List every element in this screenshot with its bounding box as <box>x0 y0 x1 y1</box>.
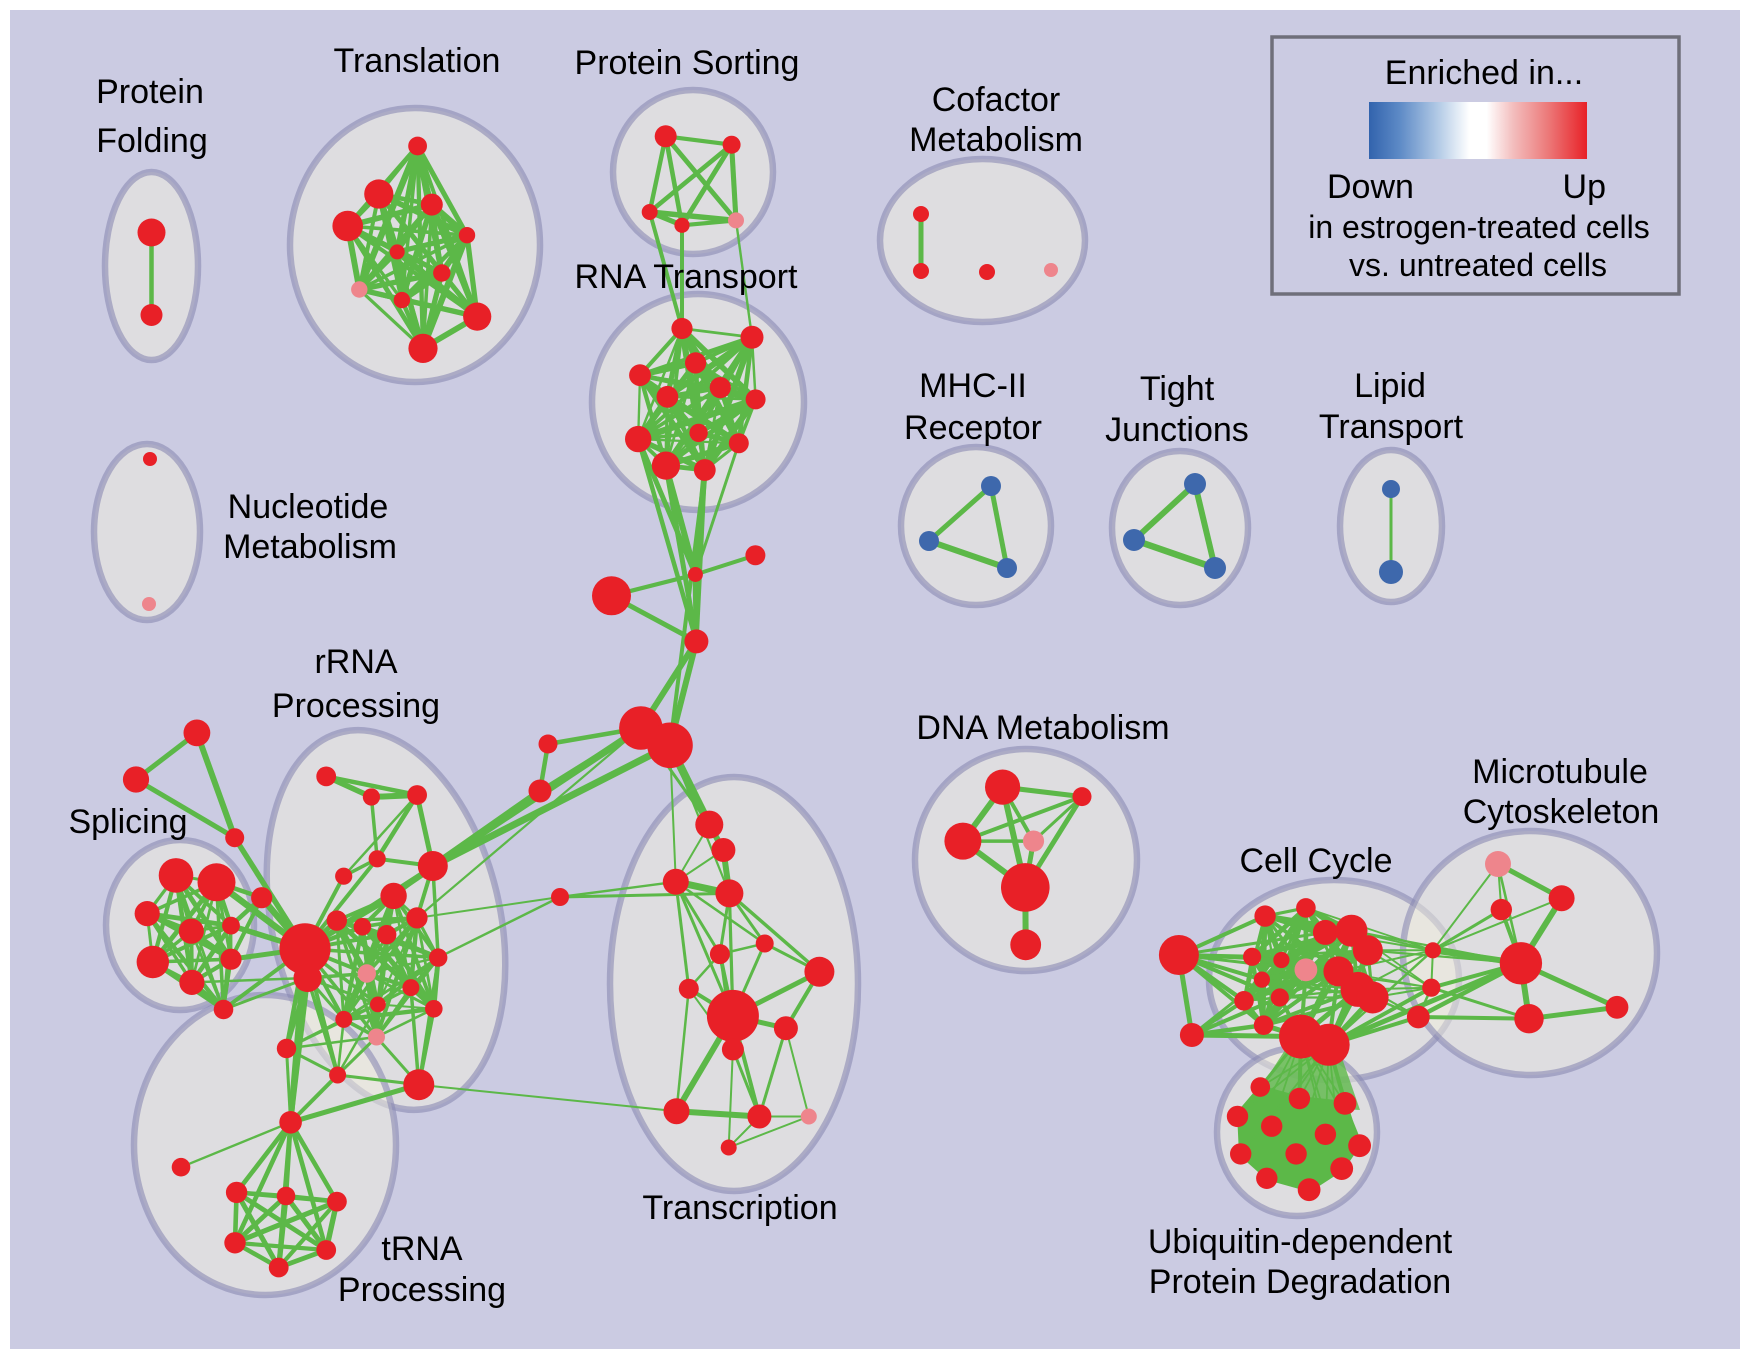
svg-text:Transcription: Transcription <box>642 1189 837 1227</box>
svg-text:Processing: Processing <box>272 687 440 725</box>
svg-text:Lipid: Lipid <box>1354 367 1426 405</box>
svg-text:Folding: Folding <box>96 122 208 160</box>
svg-text:Up: Up <box>1563 168 1606 206</box>
svg-text:Translation: Translation <box>334 42 501 80</box>
svg-text:Protein Degradation: Protein Degradation <box>1149 1263 1451 1301</box>
svg-text:Metabolism: Metabolism <box>909 121 1083 159</box>
svg-text:rRNA: rRNA <box>314 643 397 681</box>
svg-text:Cell Cycle: Cell Cycle <box>1239 842 1392 880</box>
svg-text:Microtubule: Microtubule <box>1472 753 1648 791</box>
svg-text:Enriched in...: Enriched in... <box>1385 54 1583 92</box>
svg-text:Cytoskeleton: Cytoskeleton <box>1463 793 1660 831</box>
svg-text:vs. untreated cells: vs. untreated cells <box>1349 247 1607 283</box>
svg-text:in estrogen-treated cells: in estrogen-treated cells <box>1308 209 1650 245</box>
svg-text:Receptor: Receptor <box>904 409 1042 447</box>
svg-text:DNA Metabolism: DNA Metabolism <box>916 709 1169 747</box>
svg-text:Protein: Protein <box>96 73 204 111</box>
svg-text:Cofactor: Cofactor <box>932 81 1061 119</box>
svg-text:Transport: Transport <box>1319 408 1464 446</box>
svg-text:Tight: Tight <box>1140 370 1215 408</box>
svg-text:Protein Sorting: Protein Sorting <box>575 44 800 82</box>
svg-text:MHC-II: MHC-II <box>919 367 1027 405</box>
svg-text:Nucleotide: Nucleotide <box>228 488 389 526</box>
svg-text:Metabolism: Metabolism <box>223 528 397 566</box>
svg-text:Junctions: Junctions <box>1105 411 1249 449</box>
svg-text:tRNA: tRNA <box>381 1230 463 1268</box>
svg-text:RNA Transport: RNA Transport <box>575 258 799 296</box>
svg-text:Processing: Processing <box>338 1271 506 1309</box>
svg-text:Down: Down <box>1327 168 1414 206</box>
svg-text:Splicing: Splicing <box>68 803 187 841</box>
svg-text:Ubiquitin-dependent: Ubiquitin-dependent <box>1148 1223 1453 1261</box>
